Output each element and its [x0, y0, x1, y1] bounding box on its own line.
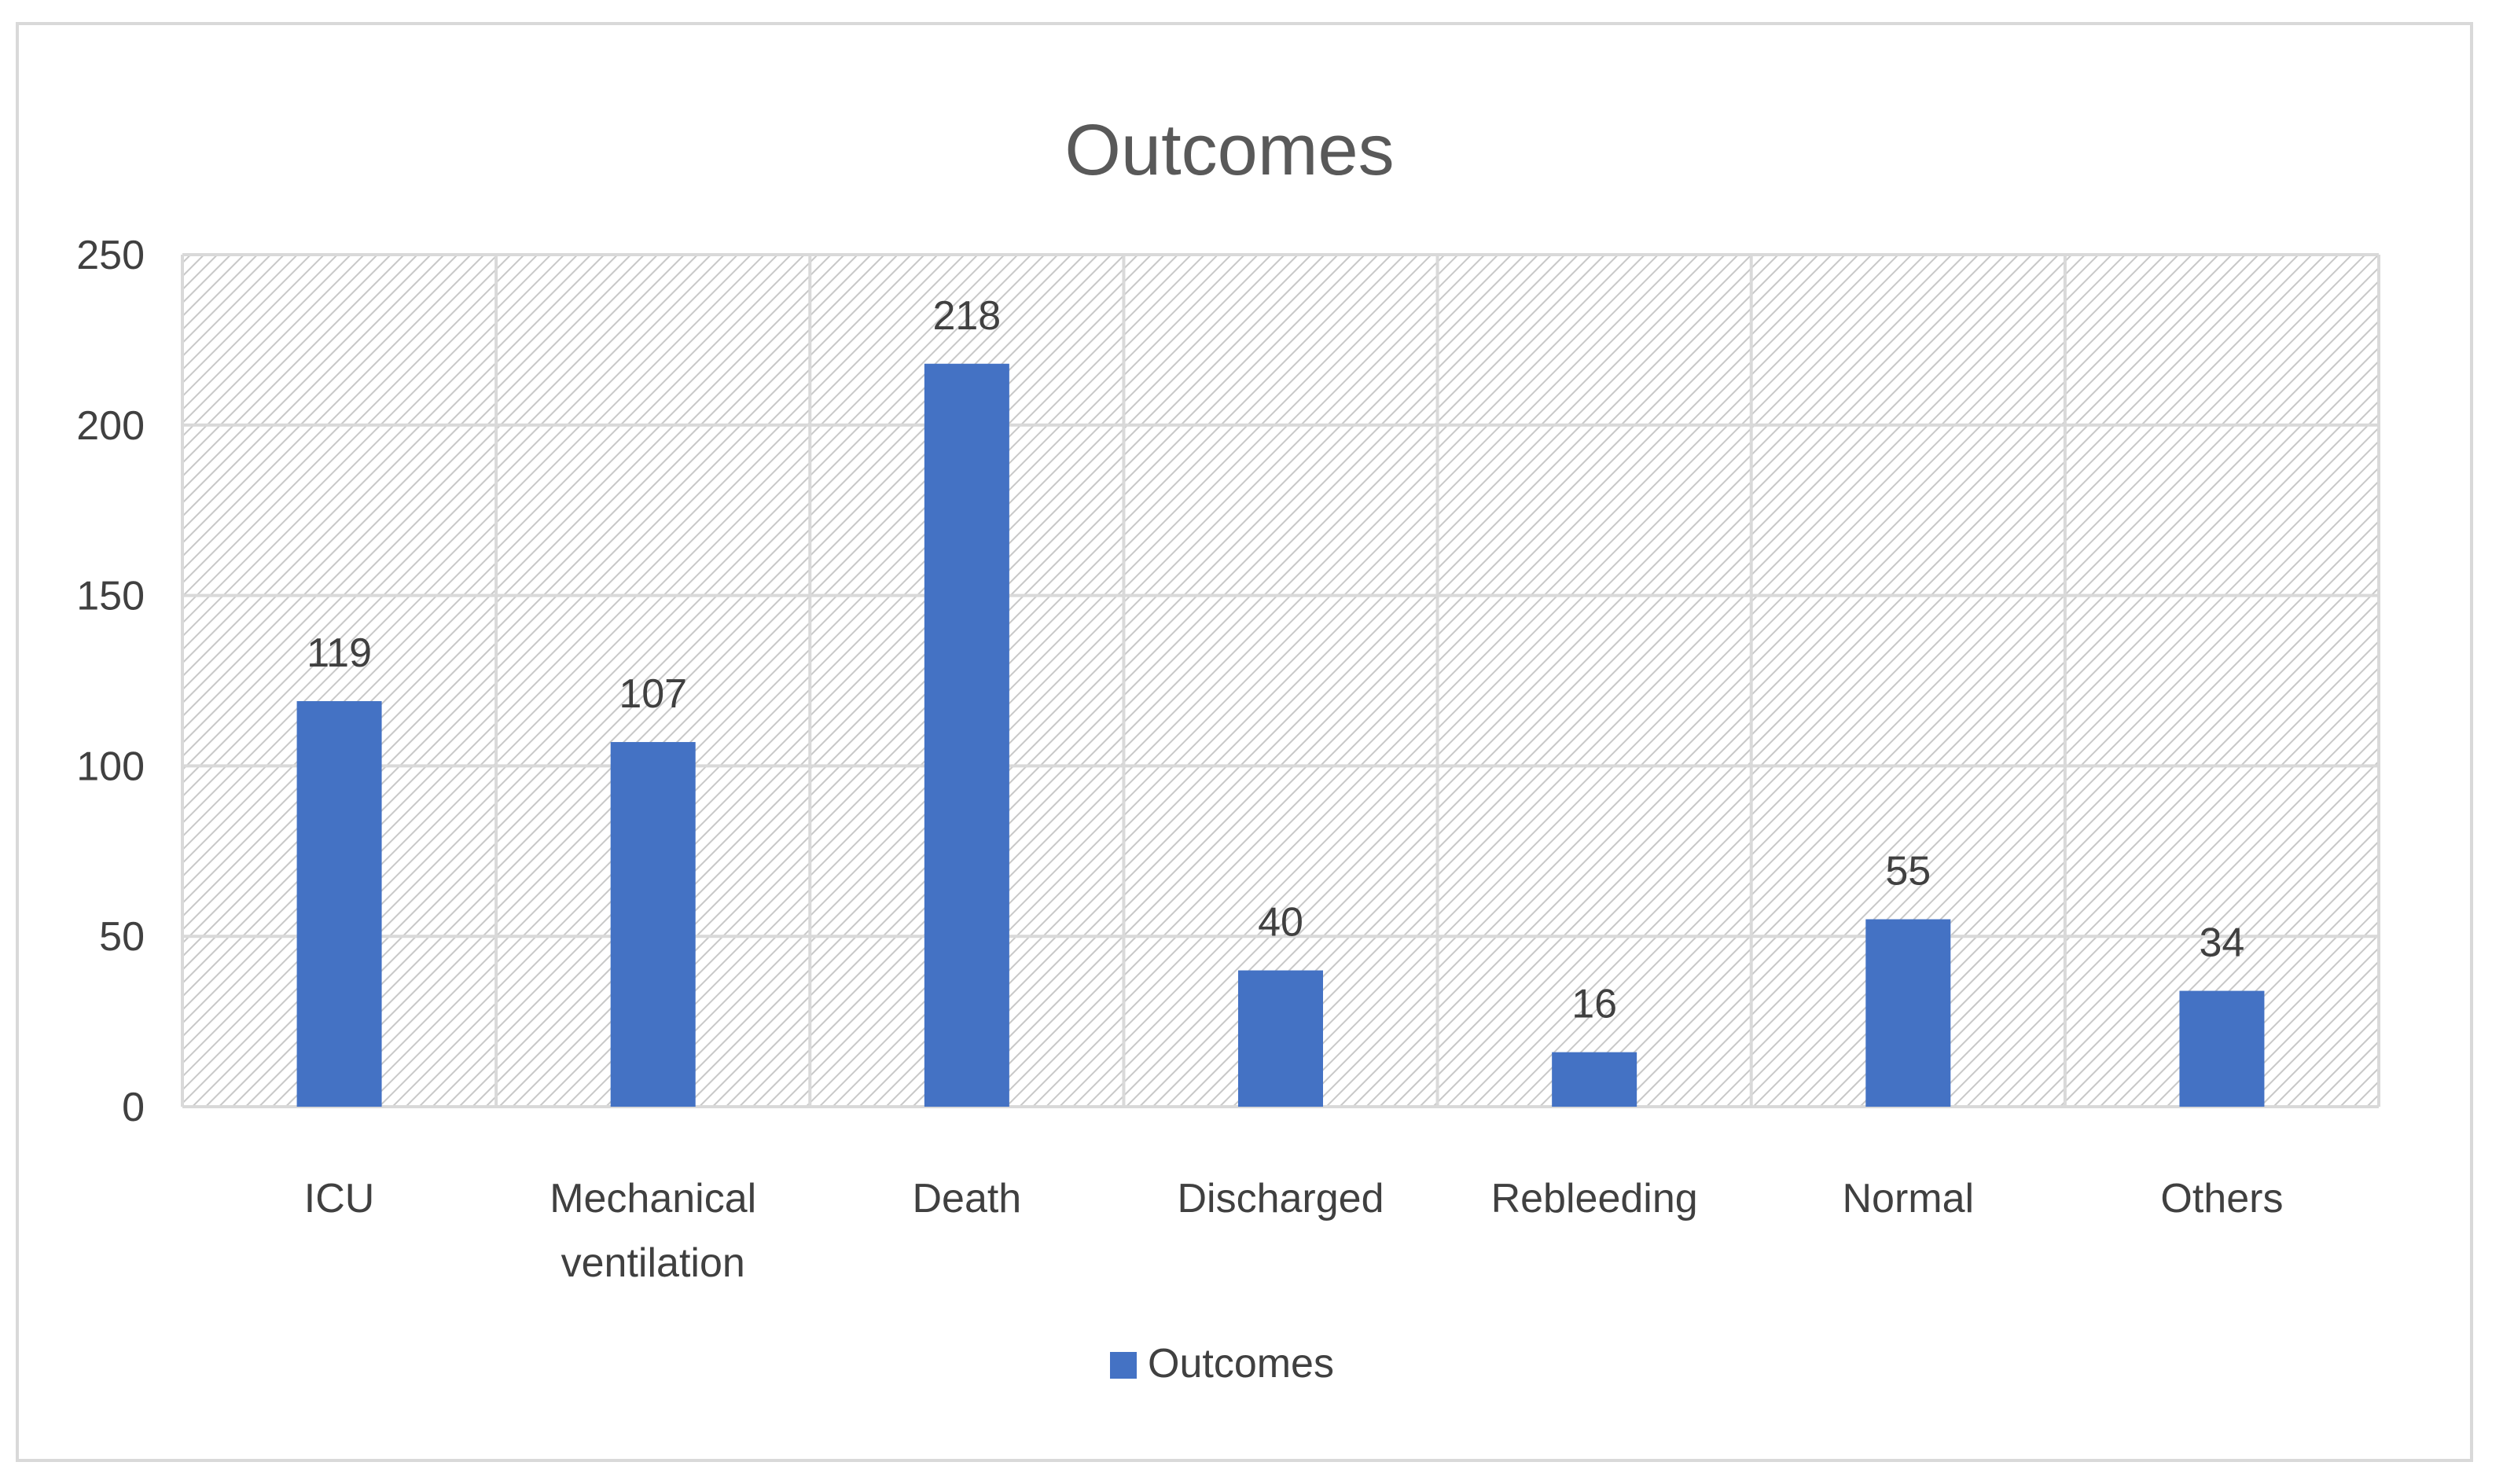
bar-others — [2179, 990, 2265, 1107]
legend-label: Outcomes — [1148, 1341, 1334, 1387]
bar-mechanical-ventilation — [610, 742, 696, 1107]
data-label: 107 — [619, 671, 687, 717]
data-label: 16 — [1571, 982, 1617, 1027]
y-tick-label: 150 — [76, 574, 145, 619]
data-label: 40 — [1258, 900, 1303, 946]
bar-rebleeding — [1552, 1052, 1637, 1107]
x-tick-label: Normal — [1842, 1176, 1974, 1221]
y-tick-label: 100 — [76, 744, 145, 789]
x-tick-label: Others — [2160, 1176, 2283, 1221]
chart-title: Outcomes — [1064, 110, 1394, 190]
x-tick-label: Discharged — [1177, 1176, 1384, 1221]
bar-discharged — [1238, 970, 1323, 1107]
bar-death — [924, 363, 1009, 1107]
data-label: 55 — [1885, 849, 1931, 894]
data-label: 218 — [932, 293, 1001, 339]
x-tick-label: ICU — [304, 1176, 375, 1221]
bar-normal — [1865, 919, 1951, 1107]
legend-swatch — [1110, 1352, 1137, 1379]
y-tick-label: 50 — [99, 914, 145, 960]
y-tick-label: 250 — [76, 233, 145, 278]
y-tick-label: 200 — [76, 403, 145, 449]
plot-area — [182, 255, 2379, 1107]
x-tick-label: Rebleeding — [1491, 1176, 1698, 1221]
bar-icu — [296, 701, 382, 1107]
x-tick-label: ventilation — [561, 1240, 745, 1286]
data-label: 34 — [2200, 920, 2245, 966]
chart-frame: Outcomes 0 50 100 150 200 250 119 ICU 107 Mechani… — [16, 22, 2473, 1462]
x-tick-label: Death — [912, 1176, 1021, 1221]
y-tick-label: 0 — [122, 1085, 145, 1130]
bar-chart: Outcomes 0 50 100 150 200 250 119 ICU 107 Mechani… — [76, 110, 2380, 1387]
x-tick-label: Mechanical — [549, 1176, 756, 1221]
data-label: 119 — [307, 630, 372, 676]
